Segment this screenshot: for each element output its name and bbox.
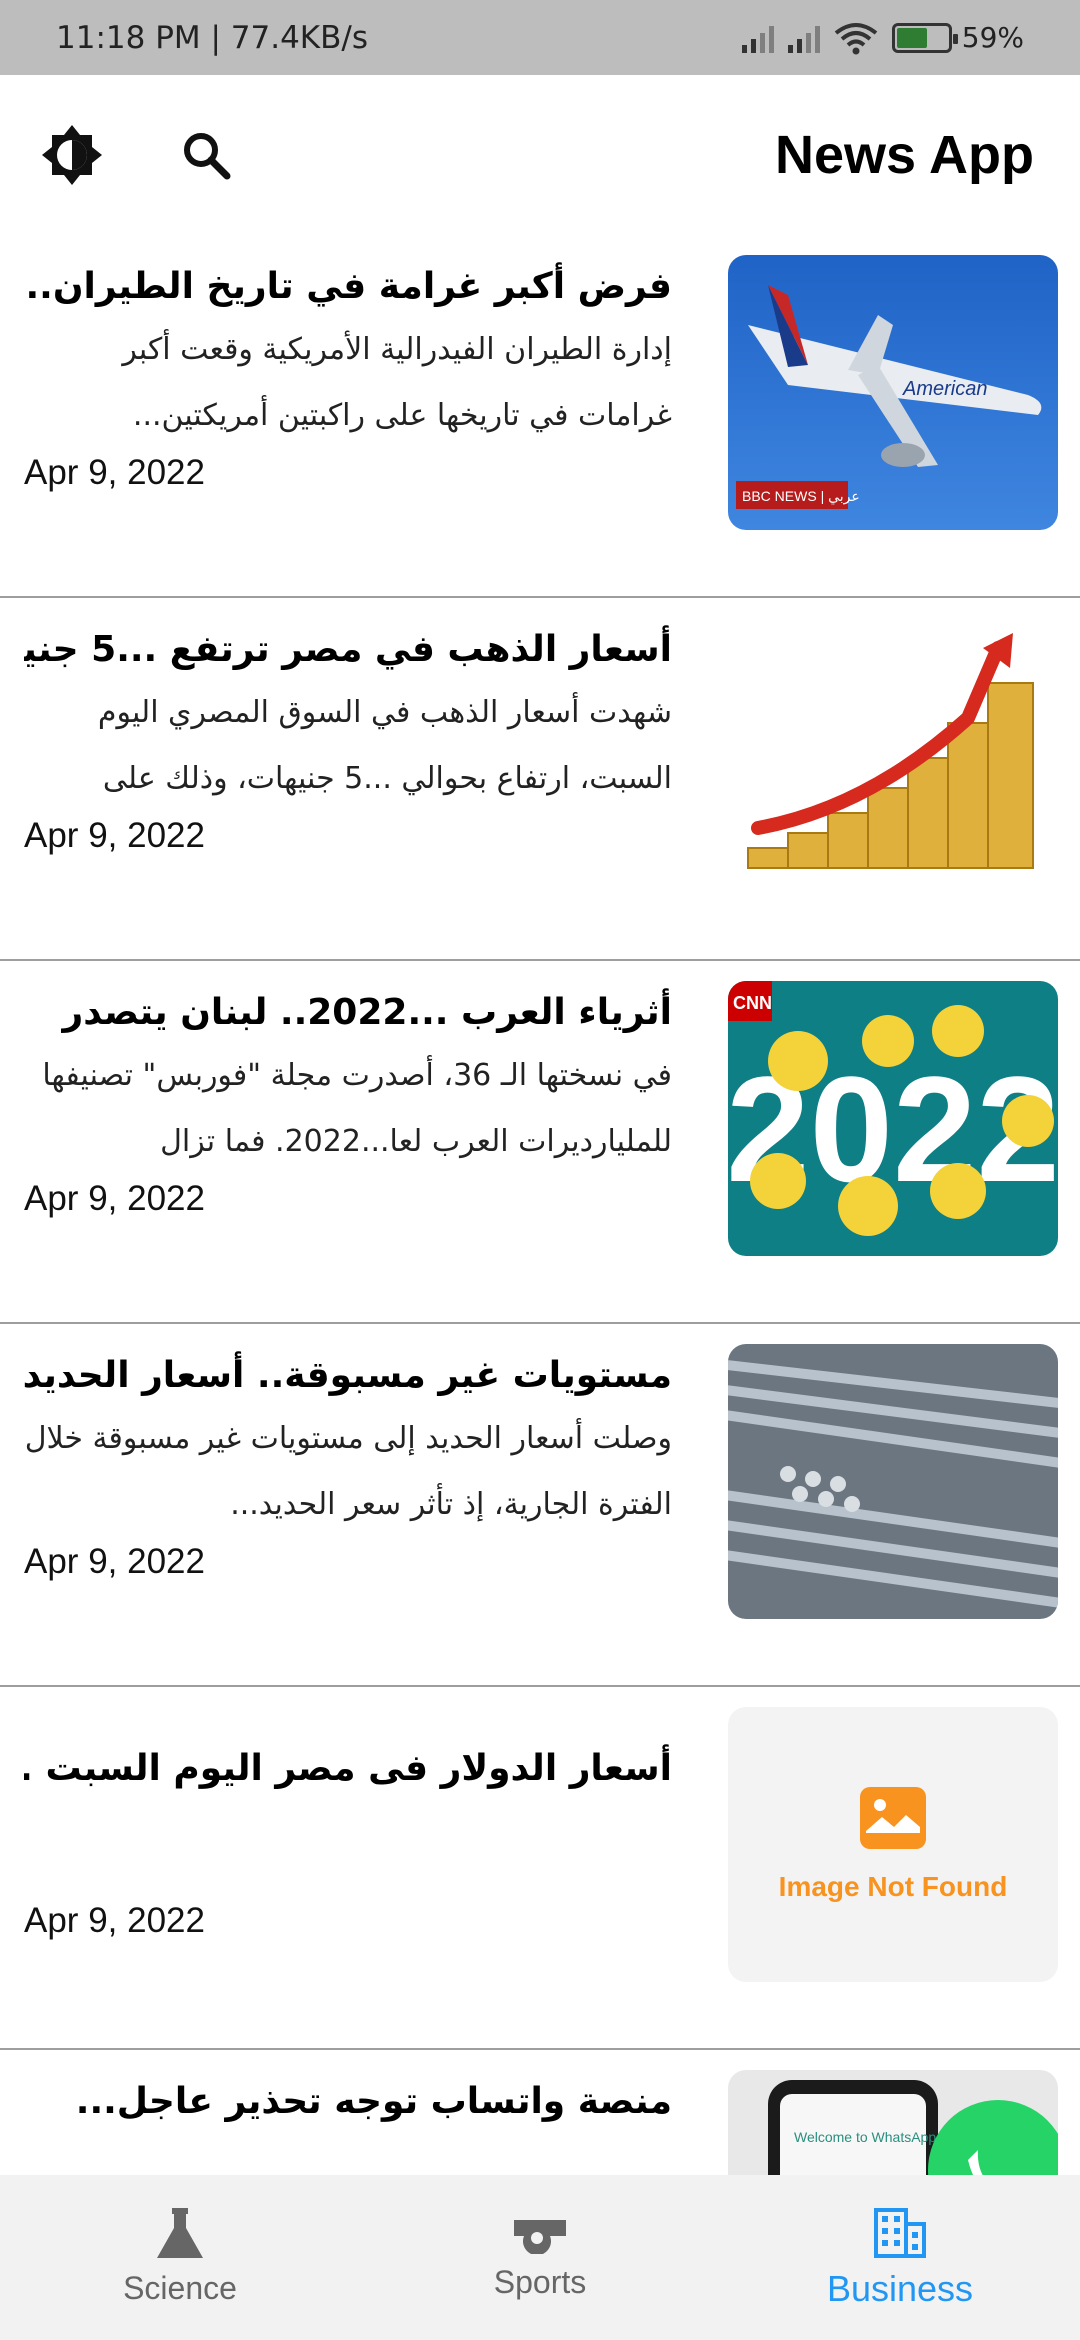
news-description [24,1799,672,1865]
whistle-icon [514,2220,566,2254]
theme-toggle-button[interactable] [40,123,104,187]
news-text: مستويات غير مسبوقة.. أسعار الحديد... وصل… [24,1346,672,1582]
news-description: شهدت أسعار الذهب في السوق المصري اليوم ا… [97,695,672,796]
news-title: منصة واتساب توجه تحذير عاجل... [75,2081,672,2122]
wifi-icon [834,22,878,54]
news-item[interactable]: أثرياء العرب ...2022.. لبنان يتصدر في نس… [0,961,1080,1324]
news-thumbnail [728,1344,1058,1619]
whatsapp-phone-photo: Welcome to WhatsApp [728,2070,1058,2175]
news-item[interactable]: فرض أكبر غرامة في تاريخ الطيران... إدارة… [0,235,1080,598]
app-bar: News App [0,75,1080,235]
news-thumbnail [728,618,1058,893]
news-item[interactable]: أسعار الذهب في مصر ترتفع ...5 جنيهات شهد… [0,598,1080,961]
nav-item-sports[interactable]: Sports [360,2175,720,2340]
gold-bars-chart [728,618,1058,893]
app-title: News App [774,125,1034,185]
news-thumbnail: American BBC NEWS | عربي [728,255,1058,530]
nav-item-science[interactable]: Science [0,2175,360,2340]
news-title: أثرياء العرب ...2022.. لبنان يتصدر [62,992,672,1033]
news-item[interactable]: منصة واتساب توجه تحذير عاجل... Welcome t… [0,2050,1080,2175]
plane-livery: American [902,378,987,400]
news-text: منصة واتساب توجه تحذير عاجل... [24,2072,672,2132]
news-text: فرض أكبر غرامة في تاريخ الطيران... إدارة… [24,257,672,493]
brightness-icon [42,125,102,185]
news-description: وصلت أسعار الحديد إلى مستويات غير مسبوقة… [24,1421,672,1522]
status-bar: 11:18 PM | 77.4KB/s 59% [0,0,1080,75]
news-description: في نسختها الـ 36، أصدرت مجلة "فوربس" تصن… [42,1058,672,1159]
news-text: أسعار الدولار فى مصر اليوم السبت ...9 Ap… [24,1739,672,1941]
news-date: Apr 9, 2022 [24,1179,205,1218]
news-thumbnail-placeholder: Image Not Found [728,1707,1058,1982]
battery-icon [891,22,958,53]
news-thumbnail: Welcome to WhatsApp [728,2070,1058,2175]
news-date: Apr 9, 2022 [24,816,205,855]
image-badge: BBC NEWS | عربي [742,488,860,505]
cnn-2022-graphic: CNN 2022 [728,981,1058,1256]
search-button[interactable] [174,123,238,187]
news-text: أثرياء العرب ...2022.. لبنان يتصدر في نس… [24,983,672,1219]
status-icons: 59% [741,21,1024,55]
news-item[interactable]: أسعار الدولار فى مصر اليوم السبت ...9 Ap… [0,1687,1080,2050]
nav-label: Science [123,2270,237,2306]
battery-percent: 59% [961,21,1024,54]
steel-rebar-photo [728,1344,1058,1619]
search-icon [184,133,231,180]
news-title: فرض أكبر غرامة في تاريخ الطيران... [24,266,672,307]
image-broken-icon [860,1786,926,1849]
news-title: أسعار الذهب في مصر ترتفع ...5 جنيهات [24,629,672,670]
building-icon [874,2207,926,2258]
signal-icon [787,23,820,53]
nav-label: Sports [493,2264,587,2300]
whatsapp-welcome-text: Welcome to WhatsApp [794,2129,936,2145]
flask-icon [157,2208,203,2258]
nav-item-business[interactable]: Business [720,2175,1080,2340]
news-date: Apr 9, 2022 [24,1542,205,1581]
signal-icon [741,23,774,53]
news-title: مستويات غير مسبوقة.. أسعار الحديد... [24,1355,672,1396]
news-description: إدارة الطيران الفيدرالية الأمريكية وقعت … [122,332,672,433]
status-time: 11:18 PM | 77.4KB/s [56,19,368,56]
news-item[interactable]: مستويات غير مسبوقة.. أسعار الحديد... وصل… [0,1324,1080,1687]
news-list[interactable]: فرض أكبر غرامة في تاريخ الطيران... إدارة… [0,235,1080,2175]
news-date: Apr 9, 2022 [24,1901,205,1940]
nav-label: Business [826,2267,974,2309]
battery-indicator: 59% [891,21,1024,54]
news-date: Apr 9, 2022 [24,453,205,492]
news-title: أسعار الدولار فى مصر اليوم السبت ...9 [24,1748,672,1789]
bottom-nav: Science Sports Business [0,2175,1080,2340]
news-text: أسعار الذهب في مصر ترتفع ...5 جنيهات شهد… [24,620,672,856]
image-not-found-label: Image Not Found [778,1870,1008,1902]
airplane-photo: American BBC NEWS | عربي [728,255,1058,530]
image-badge: CNN [733,993,772,1013]
news-thumbnail: CNN 2022 [728,981,1058,1256]
